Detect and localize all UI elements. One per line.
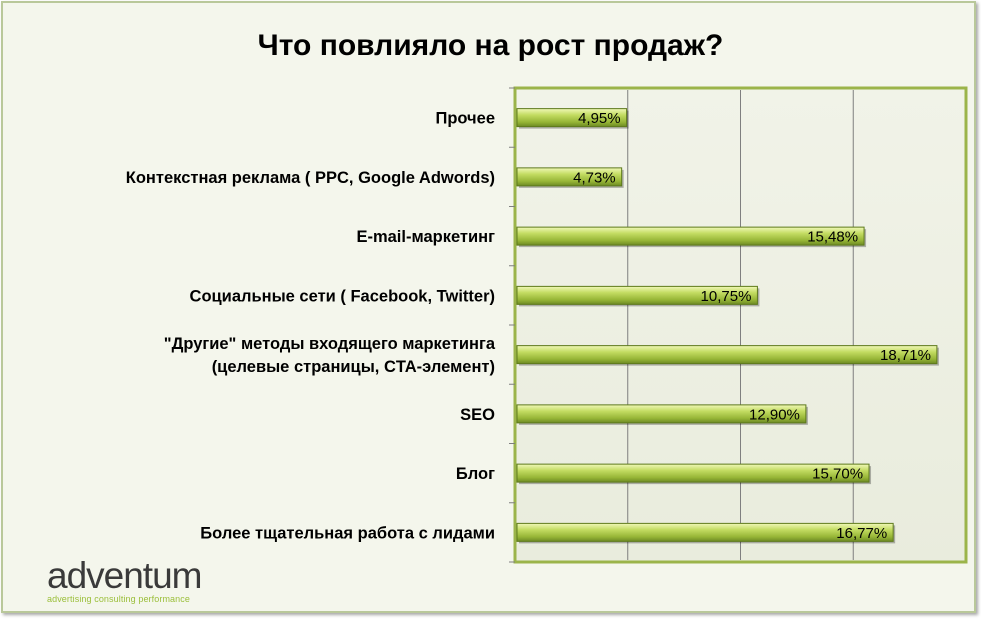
adventum-logo: adventum advertising consulting performa… xyxy=(47,555,202,604)
bar xyxy=(516,345,938,365)
category-label: Социальные сети ( Facebook, Twitter) xyxy=(190,287,495,305)
category-label: SEO xyxy=(460,406,495,424)
data-label: 10,75% xyxy=(701,288,752,305)
logo-tagline: advertising consulting performance xyxy=(47,594,190,604)
bar-chart: 4,95% Прочее 4,73% Контекстная реклама ( PP… xyxy=(126,86,968,564)
data-label: 4,73% xyxy=(573,169,616,186)
bar xyxy=(516,404,807,424)
category-label: E-mail-маркетинг xyxy=(356,228,495,246)
bar xyxy=(516,285,758,305)
category-label: "Другие" методы входящего маркетинга xyxy=(164,335,496,353)
bar xyxy=(516,226,865,246)
bar xyxy=(516,167,623,187)
category-label: Более тщательная работа с лидами xyxy=(200,524,495,542)
bar xyxy=(516,522,894,542)
chart-title: Что повлияло на рост продаж? xyxy=(257,29,724,62)
data-label: 15,70% xyxy=(812,466,863,483)
category-label: Прочее xyxy=(435,110,495,128)
data-label: 18,71% xyxy=(880,347,931,364)
data-label: 12,90% xyxy=(749,406,800,423)
category-label: Контекстная реклама ( PPC, Google Adword… xyxy=(126,169,495,187)
data-label: 4,95% xyxy=(578,110,621,127)
data-label: 15,48% xyxy=(807,229,858,246)
category-label: (целевые страницы, CTA-элемент) xyxy=(212,358,495,376)
category-label: Блог xyxy=(456,465,495,483)
logo-wordmark: adventum xyxy=(47,555,202,596)
bar xyxy=(516,108,628,128)
bar xyxy=(516,463,870,483)
data-label: 16,77% xyxy=(836,525,887,542)
